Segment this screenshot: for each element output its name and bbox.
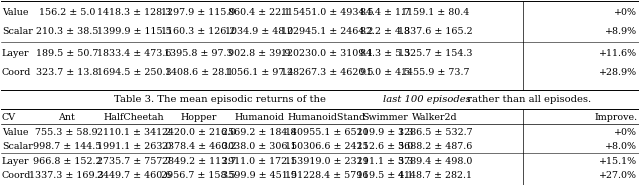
Text: 150306.6 ± 2425: 150306.6 ± 2425 <box>285 142 369 151</box>
Text: 1991.1 ± 263.0: 1991.1 ± 263.0 <box>97 142 172 151</box>
Text: 3688.2 ± 487.6: 3688.2 ± 487.6 <box>398 142 472 151</box>
Text: 119.5 ± 4.1: 119.5 ± 4.1 <box>357 171 413 179</box>
Text: +8.0%: +8.0% <box>605 142 637 151</box>
Text: 2735.7 ± 757.7: 2735.7 ± 757.7 <box>97 157 172 166</box>
Text: +0%: +0% <box>614 8 637 17</box>
Text: +0%: +0% <box>614 128 637 137</box>
Text: 1297.9 ± 115.9: 1297.9 ± 115.9 <box>161 8 236 17</box>
Text: 2569.2 ± 184.8: 2569.2 ± 184.8 <box>222 128 296 137</box>
Text: 1399.9 ± 115.5: 1399.9 ± 115.5 <box>97 27 172 36</box>
Text: 1325.7 ± 154.3: 1325.7 ± 154.3 <box>397 49 472 58</box>
Text: Layer: Layer <box>2 49 29 58</box>
Text: 323.7 ± 13.8: 323.7 ± 13.8 <box>36 68 98 77</box>
Text: 3599.9 ± 451.9: 3599.9 ± 451.9 <box>221 171 296 179</box>
Text: 755.3 ± 58.9: 755.3 ± 58.9 <box>35 128 98 137</box>
Text: +28.9%: +28.9% <box>599 68 637 77</box>
Text: Coord: Coord <box>2 68 31 77</box>
Text: 1408.6 ± 28.1: 1408.6 ± 28.1 <box>164 68 233 77</box>
Text: 84.3 ± 5.5: 84.3 ± 5.5 <box>360 49 411 58</box>
Text: 1160.3 ± 126.2: 1160.3 ± 126.2 <box>161 27 236 36</box>
Text: 860.4 ± 22.1: 860.4 ± 22.1 <box>228 8 290 17</box>
Text: 153919.0 ± 2329: 153919.0 ± 2329 <box>285 157 369 166</box>
Text: CV: CV <box>2 113 16 122</box>
Text: 2849.2 ± 113.7: 2849.2 ± 113.7 <box>161 157 236 166</box>
Text: 128267.3 ± 4620.5: 128267.3 ± 4620.5 <box>281 68 373 77</box>
Text: 2420.0 ± 216.0: 2420.0 ± 216.0 <box>162 128 236 137</box>
Text: 1159.1 ± 80.4: 1159.1 ± 80.4 <box>401 8 469 17</box>
Text: HalfCheetah: HalfCheetah <box>104 113 164 122</box>
Text: 115451.0 ± 4934.5: 115451.0 ± 4934.5 <box>281 8 373 17</box>
Text: 91.0 ± 4.5: 91.0 ± 4.5 <box>360 68 411 77</box>
Text: 111.1 ± 5.3: 111.1 ± 5.3 <box>357 157 413 166</box>
Text: 210.3 ± 38.5: 210.3 ± 38.5 <box>36 27 98 36</box>
Text: 120230.0 ± 3109.1: 120230.0 ± 3109.1 <box>281 49 373 58</box>
Text: 1034.9 ± 48.0: 1034.9 ± 48.0 <box>225 27 293 36</box>
Text: Coord: Coord <box>2 171 31 179</box>
Text: 2378.4 ± 460.2: 2378.4 ± 460.2 <box>161 142 236 151</box>
Text: 998.7 ± 144.5: 998.7 ± 144.5 <box>33 142 101 151</box>
Text: 151228.4 ± 5796: 151228.4 ± 5796 <box>285 171 369 179</box>
Text: Ant: Ant <box>58 113 75 122</box>
Text: 1418.3 ± 128.3: 1418.3 ± 128.3 <box>97 8 172 17</box>
Text: +11.6%: +11.6% <box>599 49 637 58</box>
Text: 2911.0 ± 172.1: 2911.0 ± 172.1 <box>222 157 296 166</box>
Text: 2449.7 ± 460.6: 2449.7 ± 460.6 <box>97 171 172 179</box>
Text: Value: Value <box>2 8 28 17</box>
Text: 2110.1 ± 341.2: 2110.1 ± 341.2 <box>97 128 172 137</box>
Text: Improve.: Improve. <box>595 113 637 122</box>
Text: 189.5 ± 50.7: 189.5 ± 50.7 <box>36 49 98 58</box>
Text: Scalar: Scalar <box>2 142 33 151</box>
Text: 3038.0 ± 306.1: 3038.0 ± 306.1 <box>222 142 296 151</box>
Text: 84.4 ± 1.7: 84.4 ± 1.7 <box>360 8 410 17</box>
Text: last 100 episodes: last 100 episodes <box>383 95 470 104</box>
Text: 1337.3 ± 169.3: 1337.3 ± 169.3 <box>29 171 104 179</box>
Text: +15.1%: +15.1% <box>599 157 637 166</box>
Text: Value: Value <box>2 128 28 137</box>
Text: 1395.8 ± 97.3: 1395.8 ± 97.3 <box>164 49 233 58</box>
Text: Layer: Layer <box>2 157 29 166</box>
Text: 82.2 ± 4.8: 82.2 ± 4.8 <box>360 27 410 36</box>
Text: 3286.5 ± 532.7: 3286.5 ± 532.7 <box>397 128 472 137</box>
Text: 966.8 ± 152.2: 966.8 ± 152.2 <box>33 157 101 166</box>
Text: HumanoidStand: HumanoidStand <box>288 113 366 122</box>
Text: 1056.1 ± 97.4: 1056.1 ± 97.4 <box>225 68 293 77</box>
Text: +27.0%: +27.0% <box>600 171 637 179</box>
Text: 122945.1 ± 2464.2: 122945.1 ± 2464.2 <box>281 27 373 36</box>
Text: 902.8 ± 39.9: 902.8 ± 39.9 <box>228 49 291 58</box>
Text: +8.9%: +8.9% <box>605 27 637 36</box>
Text: 3789.4 ± 498.0: 3789.4 ± 498.0 <box>398 157 472 166</box>
Text: Scalar: Scalar <box>2 27 33 36</box>
Text: Hopper: Hopper <box>180 113 217 122</box>
Text: Table 3. The mean episodic returns of the: Table 3. The mean episodic returns of th… <box>113 95 328 104</box>
Text: 140955.1 ± 6520: 140955.1 ± 6520 <box>285 128 369 137</box>
Text: 156.2 ± 5.0: 156.2 ± 5.0 <box>38 8 95 17</box>
Text: 112.6 ± 5.0: 112.6 ± 5.0 <box>357 142 413 151</box>
Text: Walker2d: Walker2d <box>412 113 458 122</box>
Text: Humanoid: Humanoid <box>234 113 284 122</box>
Text: 2956.7 ± 158.5: 2956.7 ± 158.5 <box>161 171 236 179</box>
Text: 1337.6 ± 165.2: 1337.6 ± 165.2 <box>397 27 472 36</box>
Text: 4148.7 ± 282.1: 4148.7 ± 282.1 <box>398 171 472 179</box>
Text: 1694.5 ± 250.3: 1694.5 ± 250.3 <box>97 68 172 77</box>
Text: 1833.4 ± 473.6: 1833.4 ± 473.6 <box>97 49 172 58</box>
Text: Swimmer: Swimmer <box>363 113 408 122</box>
Text: 119.9 ± 1.3: 119.9 ± 1.3 <box>357 128 413 137</box>
Text: 1455.9 ± 73.7: 1455.9 ± 73.7 <box>401 68 469 77</box>
Text: rather than all episodes.: rather than all episodes. <box>464 95 591 104</box>
